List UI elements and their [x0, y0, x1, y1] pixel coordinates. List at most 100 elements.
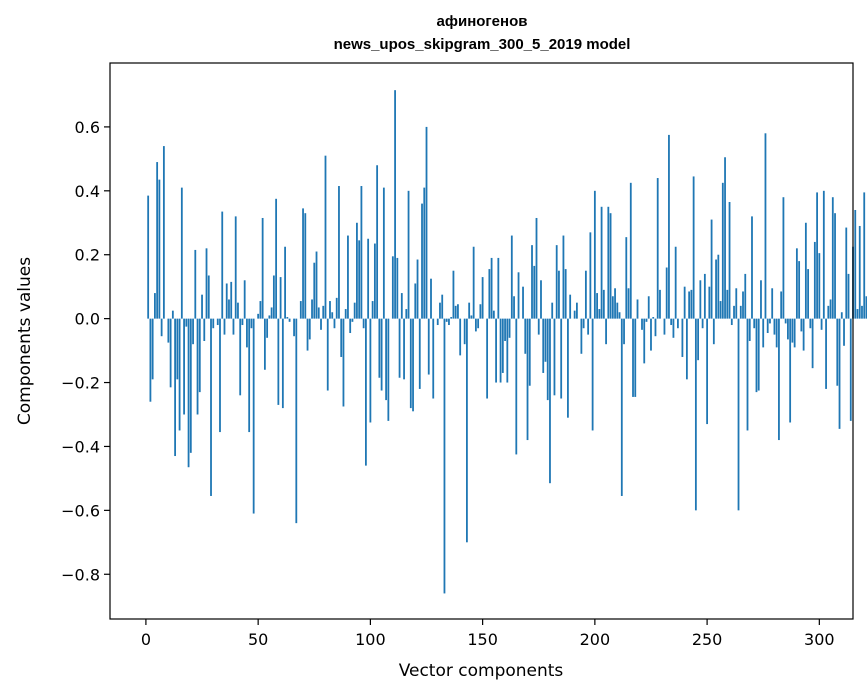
bar	[409, 318, 412, 409]
bar	[706, 318, 708, 425]
bar	[641, 318, 643, 330]
bar	[219, 318, 221, 433]
bar	[378, 318, 381, 378]
bar	[430, 278, 432, 319]
bar	[210, 318, 212, 496]
bar	[468, 302, 471, 319]
bar	[243, 280, 246, 319]
bar	[252, 318, 255, 514]
bar	[807, 269, 810, 319]
bar	[171, 310, 174, 319]
bar	[506, 318, 509, 383]
bar	[843, 318, 845, 346]
bar	[861, 305, 863, 319]
bar	[162, 146, 165, 319]
bar	[683, 286, 686, 319]
bar	[694, 318, 697, 511]
bar	[216, 318, 219, 326]
bar	[620, 318, 623, 496]
bar	[439, 302, 441, 319]
bar	[665, 267, 668, 319]
bar	[234, 216, 237, 319]
bar	[816, 192, 818, 319]
bar	[320, 318, 322, 330]
bar	[558, 270, 560, 319]
bar	[405, 309, 408, 319]
bar	[652, 317, 655, 319]
bar	[436, 318, 439, 326]
bar	[825, 318, 827, 389]
bar	[259, 301, 262, 319]
bar	[441, 294, 444, 319]
y-tick-label: −0.6	[61, 501, 100, 520]
bar	[293, 318, 295, 337]
bar	[394, 90, 396, 319]
bar	[452, 270, 455, 319]
bar	[849, 318, 852, 421]
bar	[241, 318, 244, 326]
bar	[423, 187, 426, 319]
bar	[335, 297, 338, 319]
bar	[288, 318, 291, 322]
bar	[189, 318, 192, 453]
bar	[549, 318, 551, 484]
bar	[376, 165, 379, 319]
bar	[356, 222, 358, 319]
bar	[802, 318, 805, 351]
bar	[701, 318, 704, 329]
bar	[827, 305, 830, 319]
bar	[834, 213, 836, 319]
bar	[403, 318, 405, 380]
bar	[674, 246, 677, 319]
bar	[380, 318, 383, 391]
bar	[836, 318, 839, 386]
bar	[463, 318, 466, 345]
bar	[562, 235, 565, 319]
bar	[416, 259, 419, 319]
bar	[263, 318, 266, 370]
bar	[697, 318, 700, 361]
bar	[771, 288, 774, 319]
bar	[546, 318, 549, 401]
bar	[760, 280, 762, 319]
bar	[600, 206, 603, 319]
bar	[149, 318, 152, 402]
bar	[784, 318, 787, 324]
bar	[710, 219, 713, 319]
bar	[246, 318, 248, 348]
chart-title-line-2: news_upos_skipgram_300_5_2019 model	[333, 36, 631, 53]
bar	[304, 213, 307, 319]
bar	[268, 315, 271, 319]
bar	[632, 318, 634, 397]
bar	[791, 318, 794, 343]
bar	[757, 318, 760, 391]
bar	[537, 318, 540, 335]
y-tick-label: 0.2	[75, 246, 100, 265]
bar	[501, 318, 504, 373]
bar	[391, 256, 394, 319]
bar	[715, 259, 717, 319]
bar	[308, 318, 311, 340]
bar	[340, 318, 343, 357]
bar	[185, 318, 188, 327]
bar	[573, 310, 576, 319]
bar	[221, 211, 224, 319]
bar	[344, 309, 347, 319]
bar	[668, 134, 670, 319]
bar	[472, 246, 475, 319]
bar	[607, 206, 610, 319]
bar	[829, 299, 832, 319]
bar	[609, 213, 612, 319]
bar	[284, 246, 286, 319]
bar	[367, 238, 370, 319]
bar	[811, 318, 814, 369]
bar	[564, 269, 567, 319]
bar	[692, 176, 695, 319]
bar	[279, 277, 282, 319]
bar	[169, 318, 172, 388]
bar	[353, 302, 356, 319]
bar	[508, 318, 511, 338]
bar	[481, 277, 484, 319]
bar	[672, 318, 675, 338]
